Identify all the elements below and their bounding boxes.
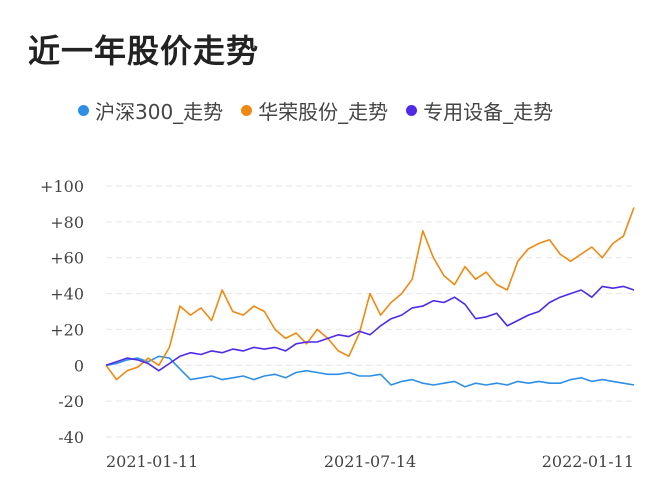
y-tick-label: 0 (74, 356, 84, 375)
legend-item-equipment[interactable]: 专用设备_走势 (406, 96, 553, 125)
legend-label-hs300: 沪深300_走势 (95, 100, 224, 124)
legend-dot-hs300 (78, 105, 89, 116)
legend: 沪深300_走势 华荣股份_走势 专用设备_走势 (78, 96, 571, 125)
x-axis-ticks: 2021-01-11 2021-07-14 2022-01-11 (106, 452, 634, 471)
grid-lines (106, 185, 634, 438)
y-tick-label: +60 (50, 249, 84, 268)
legend-label-huarong: 华荣股份_走势 (258, 100, 389, 124)
legend-label-equipment: 专用设备_走势 (423, 100, 554, 124)
series-lines (105, 207, 635, 388)
legend-item-huarong[interactable]: 华荣股份_走势 (241, 96, 388, 125)
y-tick-label: +100 (40, 177, 84, 196)
x-tick-label: 2021-07-14 (324, 452, 416, 471)
series-line-huarong (105, 207, 635, 381)
legend-dot-equipment (406, 105, 418, 116)
y-tick-label: +20 (50, 320, 84, 339)
chart-title: 近一年股价走势 (28, 32, 260, 70)
y-tick-label: +40 (50, 285, 84, 304)
x-tick-label: 2021-01-11 (106, 452, 198, 471)
legend-dot-huarong (241, 105, 253, 116)
legend-item-hs300[interactable]: 沪深300_走势 (78, 96, 223, 125)
y-tick-label: -40 (58, 428, 84, 447)
y-tick-label: -20 (58, 392, 84, 411)
series-line-hs300 (105, 355, 635, 388)
series-line-equipment (105, 285, 635, 372)
x-tick-label: 2022-01-11 (542, 452, 634, 471)
y-axis-ticks: +100 +80 +60 +40 +20 0 -20 -40 (40, 177, 84, 447)
y-tick-label: +80 (50, 213, 84, 232)
